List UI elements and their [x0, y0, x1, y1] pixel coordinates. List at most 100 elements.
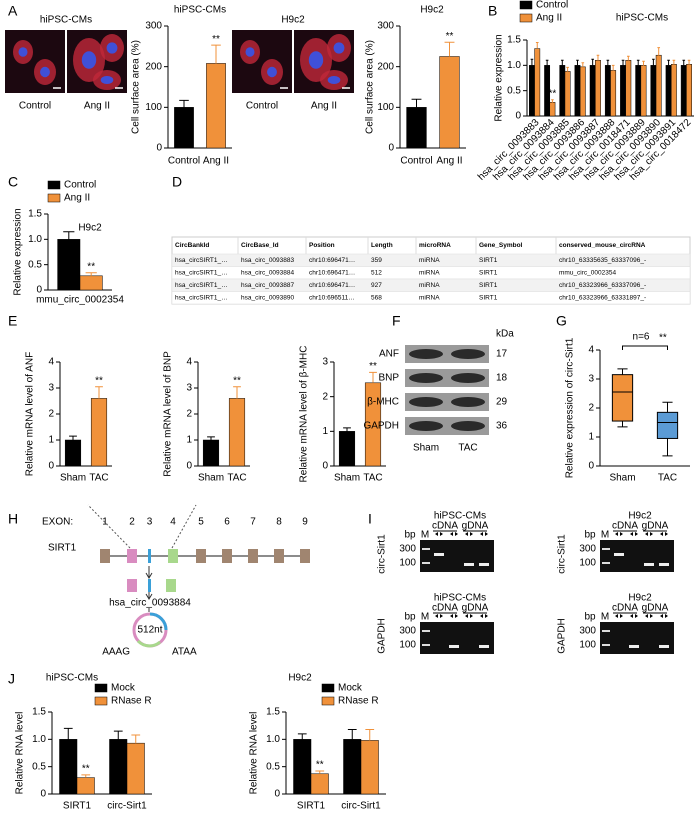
gel-unit: bp	[404, 530, 416, 541]
exon-number: 8	[276, 517, 282, 528]
legend-label: Mock	[111, 683, 136, 694]
table-cell: chr10_63323966_63337096_-	[559, 282, 646, 289]
bar	[655, 54, 662, 117]
y-tick-label: 200	[145, 61, 162, 72]
table-cell: 512	[371, 269, 382, 276]
panel-label: H	[8, 511, 18, 527]
error-bar	[530, 58, 534, 66]
exon	[222, 549, 232, 563]
circrna-size: 512nt	[137, 625, 162, 636]
panel-label: B	[488, 3, 497, 19]
legend-swatch	[47, 180, 61, 190]
x-tick-label: SIRT1	[297, 801, 326, 812]
chart-title: H9c2	[78, 223, 102, 234]
error-bar	[636, 59, 640, 66]
legend-swatch	[321, 696, 335, 706]
table-cell: hsa_circ_0093890	[241, 294, 295, 301]
y-tick-label: 100	[145, 102, 162, 113]
y-axis-label: Relative mRNA level of BNP	[163, 351, 174, 477]
x-tick-label: Sham	[609, 473, 635, 484]
column-header: CircBankId	[175, 242, 209, 249]
exon	[300, 549, 310, 563]
bar	[670, 64, 677, 117]
table-cell: hsa_circSIRT1_…	[175, 257, 228, 264]
x-tick-label: TAC	[363, 473, 382, 484]
x-tick-label: circ-Sirt1	[107, 801, 147, 812]
blot-band	[409, 421, 443, 431]
table-cell: 568	[371, 294, 382, 301]
nucleus	[81, 51, 97, 69]
panel-label: C	[8, 174, 18, 190]
table-cell: SIRT1	[479, 282, 498, 289]
error-bar	[297, 733, 307, 740]
circrna-arc	[136, 639, 161, 648]
y-tick-label: 2	[588, 403, 594, 414]
image-title: hiPSC-CMs	[40, 15, 92, 26]
y-tick-label: 0	[40, 789, 46, 800]
error-bar	[652, 58, 655, 66]
bar	[76, 777, 95, 795]
annotation: n=6	[633, 332, 650, 343]
primer-arrows	[660, 532, 668, 536]
legend-label: Ang II	[536, 13, 562, 24]
y-tick-label: 300	[377, 21, 394, 32]
ladder-label: 100	[399, 640, 416, 651]
error-bar	[642, 60, 645, 66]
exon-number: 6	[224, 517, 230, 528]
bar	[293, 739, 312, 795]
box	[656, 411, 679, 439]
nucleus	[267, 66, 277, 78]
box	[611, 374, 634, 422]
ladder-label: 100	[399, 558, 416, 569]
significance: **	[659, 333, 667, 344]
circrna-label: hsa_circ_0093884	[109, 598, 191, 609]
column-header: conserved_mouse_circRNA	[559, 242, 646, 249]
bar	[549, 102, 556, 117]
y-tick-label: 0	[322, 461, 328, 472]
nucleus	[308, 51, 324, 69]
primer-arrows	[480, 614, 488, 618]
bar	[604, 65, 611, 117]
ladder-band	[602, 644, 610, 646]
bar	[338, 431, 356, 467]
image-label: Control	[246, 101, 278, 112]
bar	[635, 65, 642, 117]
nucleus	[100, 76, 114, 84]
arrow	[145, 566, 153, 612]
bar	[574, 65, 581, 117]
table-cell: hsa_circSIRT1_…	[175, 294, 228, 301]
error-bar	[672, 59, 676, 65]
column-header: Position	[309, 242, 335, 249]
junction-seq: ATAA	[172, 647, 197, 658]
gel-group: gDNA	[642, 603, 669, 614]
y-tick-label: 0	[588, 461, 594, 472]
primer-arrows	[615, 614, 623, 618]
gel-target: GAPDH	[557, 618, 568, 654]
error-bar	[315, 770, 325, 774]
significance: **	[369, 361, 377, 372]
y-axis-label: Relative expression	[494, 34, 505, 121]
primer-arrows	[645, 532, 653, 536]
bar	[59, 739, 78, 795]
bar	[79, 275, 103, 291]
y-axis-label: Relative RNA level	[15, 712, 26, 795]
exon	[127, 549, 137, 563]
y-tick-label: 1	[588, 432, 594, 443]
y-tick-label: 0	[515, 111, 521, 122]
blot-row-label: β-MHC	[367, 397, 399, 408]
significance: **	[549, 88, 557, 99]
x-tick-label: SIRT1	[63, 801, 92, 812]
error-bar	[347, 728, 357, 740]
x-tick-label: Ang II	[436, 156, 462, 167]
gel-band	[449, 645, 459, 648]
legend-label: Ang II	[64, 193, 90, 204]
ladder-band	[422, 644, 430, 646]
x-tick-label: Control	[168, 156, 200, 167]
gel-band	[434, 553, 444, 556]
error-bar	[131, 734, 141, 744]
y-axis-label: Relative mRNA level of β-MHC	[299, 346, 310, 483]
gel-band	[659, 645, 669, 648]
y-axis-label: Relative mRNA level of ANF	[25, 352, 36, 477]
chart-title: H9c2	[288, 673, 312, 684]
bar	[439, 56, 460, 149]
